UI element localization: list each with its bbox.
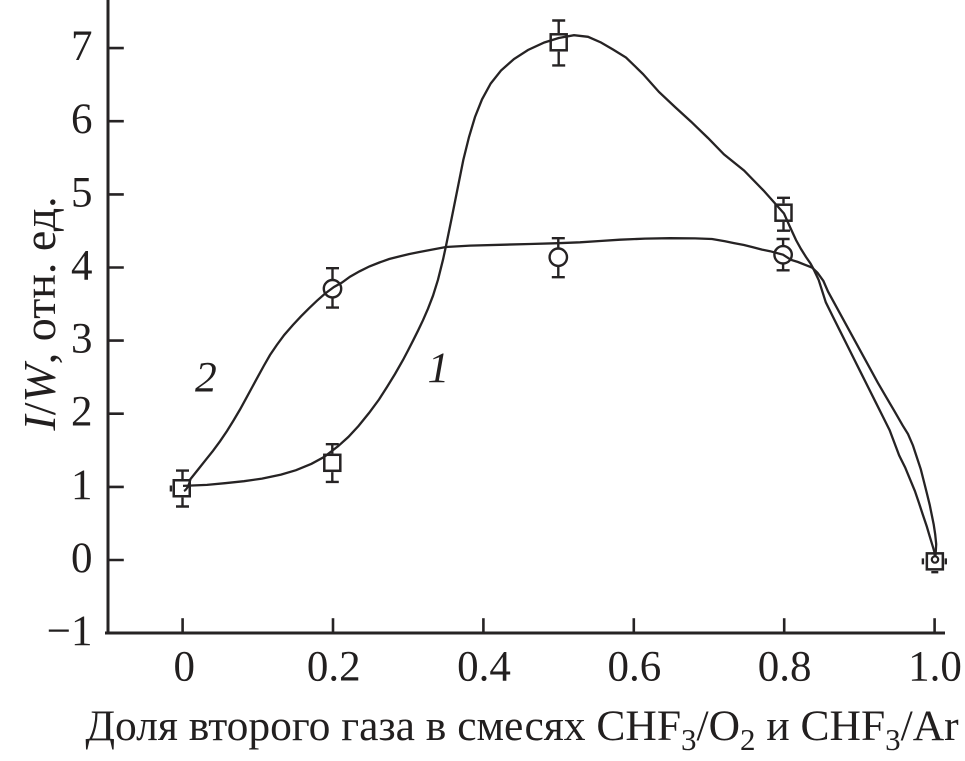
svg-text:0: 0 — [71, 535, 93, 582]
svg-text:0.6: 0.6 — [608, 644, 662, 691]
svg-text:0.4: 0.4 — [457, 644, 511, 691]
svg-text:1: 1 — [71, 462, 93, 509]
svg-text:Доля второго газа в смесях CHF: Доля второго газа в смесях CHF3/O2 и CHF… — [85, 702, 959, 757]
svg-text:1: 1 — [428, 344, 450, 392]
svg-text:0.8: 0.8 — [758, 644, 812, 691]
svg-text:7: 7 — [71, 23, 93, 70]
svg-text:0.2: 0.2 — [307, 644, 361, 691]
svg-text:6: 6 — [71, 96, 93, 143]
svg-text:2: 2 — [195, 354, 217, 402]
svg-text:3: 3 — [71, 316, 93, 363]
svg-text:1.0: 1.0 — [908, 644, 962, 691]
svg-text:5: 5 — [71, 169, 93, 216]
svg-text:4: 4 — [71, 243, 93, 290]
svg-text:2: 2 — [71, 389, 93, 436]
svg-text:−1: −1 — [47, 608, 93, 655]
svg-text:I/W, отн. ед.: I/W, отн. ед. — [14, 196, 65, 431]
svg-text:0: 0 — [174, 644, 196, 691]
